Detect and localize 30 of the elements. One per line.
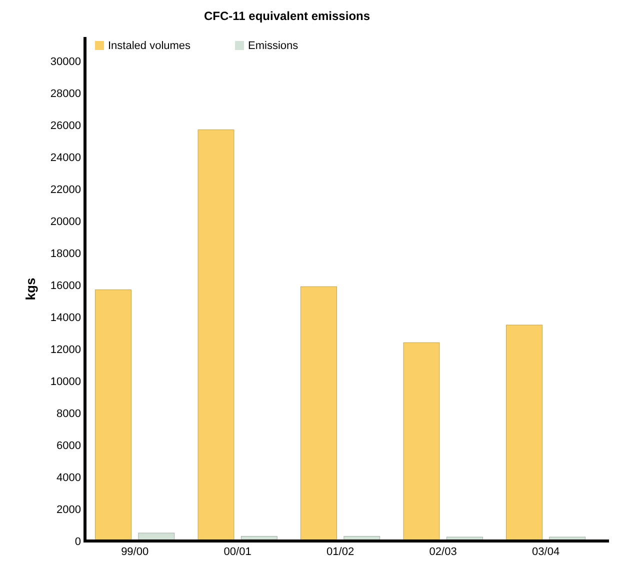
- x-tick-label: 99/00: [121, 546, 149, 558]
- y-tick-label: 0: [74, 536, 81, 548]
- bar: [198, 130, 234, 542]
- y-tick-label: 12000: [50, 344, 81, 356]
- y-tick-label: 4000: [56, 472, 81, 484]
- x-tick-label: 02/03: [429, 546, 457, 558]
- x-tick-label: 03/04: [532, 546, 560, 558]
- legend-label: Instaled volumes: [108, 40, 192, 52]
- y-tick-label: 30000: [50, 56, 81, 68]
- y-tick-label: 14000: [50, 312, 81, 324]
- chart-title: CFC-11 equivalent emissions: [204, 9, 370, 23]
- legend-label: Emissions: [248, 40, 299, 52]
- x-tick-label: 01/02: [326, 546, 354, 558]
- bar: [506, 324, 542, 542]
- bar: [95, 290, 132, 542]
- bar: [403, 342, 440, 542]
- y-tick-label: 20000: [50, 216, 81, 228]
- bar: [300, 286, 337, 542]
- y-tick-label: 8000: [56, 408, 81, 420]
- y-tick-label: 6000: [56, 440, 81, 452]
- x-tick-label: 00/01: [224, 546, 252, 558]
- y-tick-label: 16000: [50, 280, 81, 292]
- y-tick-label: 2000: [56, 504, 81, 516]
- y-tick-label: 10000: [50, 376, 81, 388]
- y-tick-label: 28000: [50, 88, 81, 100]
- y-tick-label: 18000: [50, 248, 81, 260]
- y-axis-title: kgs: [23, 278, 38, 300]
- y-tick-label: 24000: [50, 152, 81, 164]
- y-tick-label: 22000: [50, 184, 81, 196]
- y-tick-label: 26000: [50, 120, 81, 132]
